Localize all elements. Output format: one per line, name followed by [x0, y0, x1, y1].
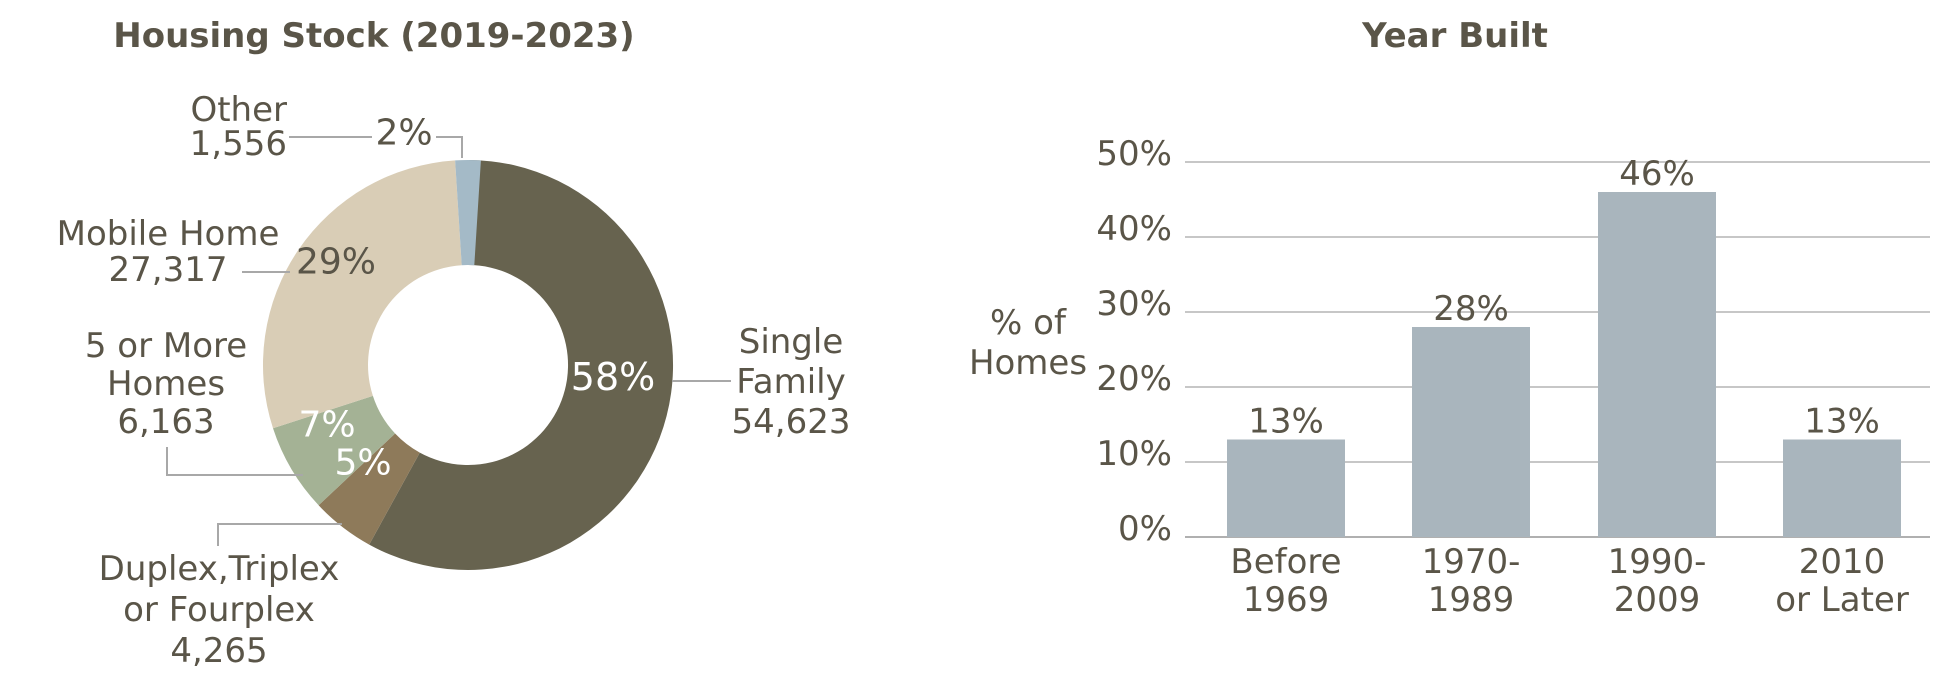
donut-callout-duplex-triplex-fourplex: Duplex,Triplex or Fourplex 4,265 — [98, 549, 340, 671]
donut-pct-label-other: 2% — [375, 113, 432, 154]
donut-pct-label-5-or-more-homes: 7% — [298, 405, 355, 446]
x-category-label-1-line-1: 1989 — [1428, 580, 1515, 620]
bar-1970-1989 — [1412, 327, 1530, 537]
y-tick-label-30: 30% — [1096, 284, 1172, 324]
bar-chart-y-axis-label: % of Homes — [968, 303, 1088, 383]
x-category-label-3-line-0: 2010 — [1799, 542, 1886, 582]
leader-duplex-line — [217, 523, 342, 546]
x-category-label-1-line-0: 1970- — [1422, 542, 1521, 582]
bar-2010-or-later — [1783, 439, 1901, 537]
bar-1990-2009 — [1598, 192, 1716, 537]
donut-chart-title: Housing Stock (2019-2023) — [113, 16, 635, 56]
donut-callout-other: Other 1,556 — [189, 90, 287, 164]
bar-chart-title: Year Built — [1362, 16, 1548, 56]
donut-callout-mobile-home: Mobile Home 27,317 — [56, 214, 280, 290]
bar-before-1969 — [1227, 439, 1345, 537]
donut-slice-mobile-home — [262, 160, 462, 429]
y-tick-label-40: 40% — [1096, 209, 1172, 249]
donut-slice-5-or-more-homes — [273, 395, 396, 506]
donut-callout-5-or-more-homes: 5 or More Homes 6,163 — [84, 326, 248, 442]
x-category-label-2-line-1: 2009 — [1614, 580, 1701, 620]
donut-pct-label-single-family: 58% — [571, 355, 655, 399]
donut-slice-single-family — [369, 160, 674, 570]
bar-value-label-1: 28% — [1433, 289, 1509, 329]
x-category-label-0-line-1: 1969 — [1243, 580, 1330, 620]
y-tick-label-20: 20% — [1096, 359, 1172, 399]
x-category-label-2-line-0: 1990- — [1608, 542, 1707, 582]
donut-callout-single-family: Single Family 54,623 — [731, 322, 851, 442]
bar-value-label-2: 46% — [1619, 154, 1695, 194]
x-category-label-3-line-1: or Later — [1775, 580, 1909, 620]
bar-value-label-0: 13% — [1248, 402, 1324, 442]
donut-slice-duplex-triplex-or-fourplex — [318, 433, 420, 545]
leader-5-or-more-line — [166, 447, 303, 476]
bar-value-label-3: 13% — [1804, 402, 1880, 442]
donut-slice-other — [455, 159, 481, 266]
y-tick-label-10: 10% — [1096, 434, 1172, 474]
donut-pct-label-mobile-home: 29% — [296, 242, 376, 283]
x-category-label-0-line-0: Before — [1230, 542, 1341, 582]
y-tick-label-0: 0% — [1118, 509, 1172, 549]
donut-pct-label-duplex-triplex-or-fourplex: 5% — [334, 443, 391, 484]
leader-other-right-line — [436, 136, 463, 158]
y-tick-label-50: 50% — [1096, 134, 1172, 174]
